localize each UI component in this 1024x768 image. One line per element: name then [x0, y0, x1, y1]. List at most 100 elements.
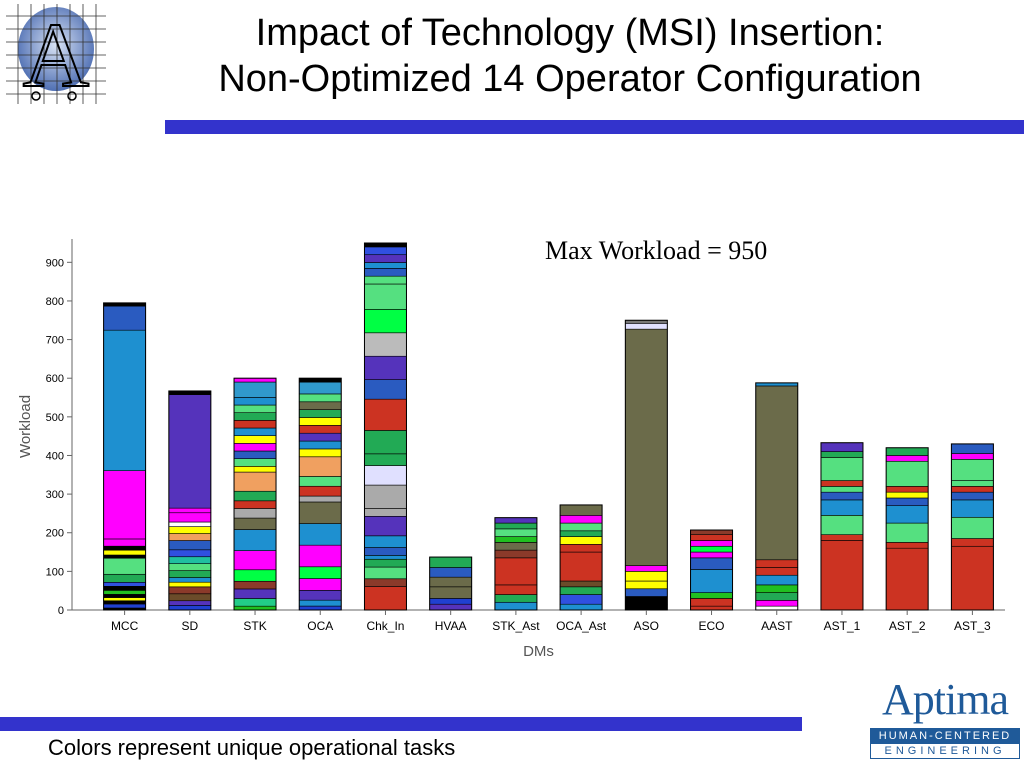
bar-segment [690, 598, 733, 607]
bar-segment [429, 567, 472, 578]
company-logo: A [6, 4, 106, 104]
bar-segment [559, 603, 603, 611]
bar-segment [103, 586, 146, 591]
y-tick-label: 700 [46, 335, 64, 347]
bar-segment [233, 377, 277, 383]
footer-bar [0, 717, 802, 731]
bar-segment [494, 601, 538, 611]
bar-segment [298, 544, 342, 568]
bar-segment [494, 584, 538, 595]
bar-segment [168, 556, 212, 564]
bar-segment [298, 495, 342, 503]
x-tick-label: AST_1 [824, 619, 861, 633]
bar-segment [103, 549, 146, 556]
bar-segment [885, 522, 929, 543]
bar-segment [364, 262, 407, 269]
bar-segment [494, 528, 538, 537]
bar-segment [364, 309, 407, 334]
bar-segment [559, 594, 603, 605]
bar-segment [951, 516, 994, 539]
bar-segment [429, 598, 472, 605]
bar-segment [755, 584, 799, 593]
bar-segment [364, 398, 407, 431]
bar-segment [429, 603, 472, 611]
bar-segment [755, 567, 799, 576]
y-tick-label: 200 [46, 528, 64, 540]
bar-segment [168, 512, 212, 523]
x-tick-label: AST_3 [954, 619, 991, 633]
bar-segment [103, 594, 146, 598]
bar-segment [364, 242, 407, 248]
bar-segment [168, 593, 212, 602]
bar-segment [298, 456, 342, 477]
bar-segment [690, 557, 733, 570]
bar-segment [755, 605, 799, 611]
bar-segment [755, 600, 799, 607]
bar-segment [559, 544, 603, 553]
bar-segment [364, 535, 407, 548]
bar-segment [298, 432, 342, 442]
bar-segment [559, 530, 603, 537]
bar-segment [103, 581, 146, 587]
bar-segment [625, 580, 668, 590]
bar-segment [298, 417, 342, 426]
bar-segment [298, 377, 342, 383]
bar-segment [168, 600, 212, 606]
bar-segment [168, 581, 212, 588]
bar-segment [103, 590, 146, 595]
bar-segment [429, 576, 472, 588]
bar-segment [364, 508, 407, 517]
bar-segment [298, 485, 342, 497]
bar-segment [820, 491, 864, 501]
bar-segment [364, 555, 407, 560]
bar-segment [233, 420, 277, 429]
x-tick-label: MCC [111, 619, 139, 633]
y-tick-label: 600 [46, 373, 64, 385]
bar-segment [168, 521, 212, 527]
bar-segment [168, 549, 212, 558]
bar-segment [168, 605, 212, 611]
bar-segment [885, 460, 929, 487]
bar-segment [168, 526, 212, 534]
logo-letter: A [23, 4, 89, 104]
bar-segment [298, 425, 342, 434]
bar-segment [820, 480, 864, 487]
page-title: Impact of Technology (MSI) Insertion: No… [120, 10, 1020, 102]
bar-segment [103, 603, 146, 609]
bar-segment [429, 556, 472, 568]
bar-segment [559, 504, 603, 516]
bar-segment [494, 522, 538, 530]
bar-segment [885, 547, 929, 611]
bar-segment [103, 597, 146, 602]
bar-segment [559, 515, 603, 524]
bar-segment [625, 596, 668, 605]
bar-segment [364, 558, 407, 568]
bar-segment [885, 447, 929, 456]
bar-segment [690, 551, 733, 559]
bar-segment [820, 442, 864, 452]
bar-segment [298, 448, 342, 458]
brand-name: Aptima [882, 675, 1009, 724]
bar-segment [951, 538, 994, 547]
bar-segment [559, 522, 603, 532]
bar-segment [755, 559, 799, 568]
y-tick-label: 800 [46, 296, 64, 308]
bar-segment [103, 305, 146, 331]
title-line-1: Impact of Technology (MSI) Insertion: [255, 12, 885, 54]
bar-segment [103, 545, 146, 551]
bar-segment [298, 401, 342, 410]
y-tick-label: 500 [46, 412, 64, 424]
bar-segment [951, 459, 994, 481]
bar-segment [625, 603, 668, 611]
bar-segment [364, 283, 407, 310]
bar-segment [820, 499, 864, 516]
bar-segment [168, 540, 212, 551]
bar-segment [885, 542, 929, 549]
bar-segment [233, 550, 277, 571]
bar-segment [559, 580, 603, 588]
bar-segment [951, 453, 994, 460]
bar-segment [559, 551, 603, 582]
bar-segment [168, 577, 212, 583]
bar-segment [103, 573, 146, 583]
x-axis-label: DMs [523, 643, 554, 660]
